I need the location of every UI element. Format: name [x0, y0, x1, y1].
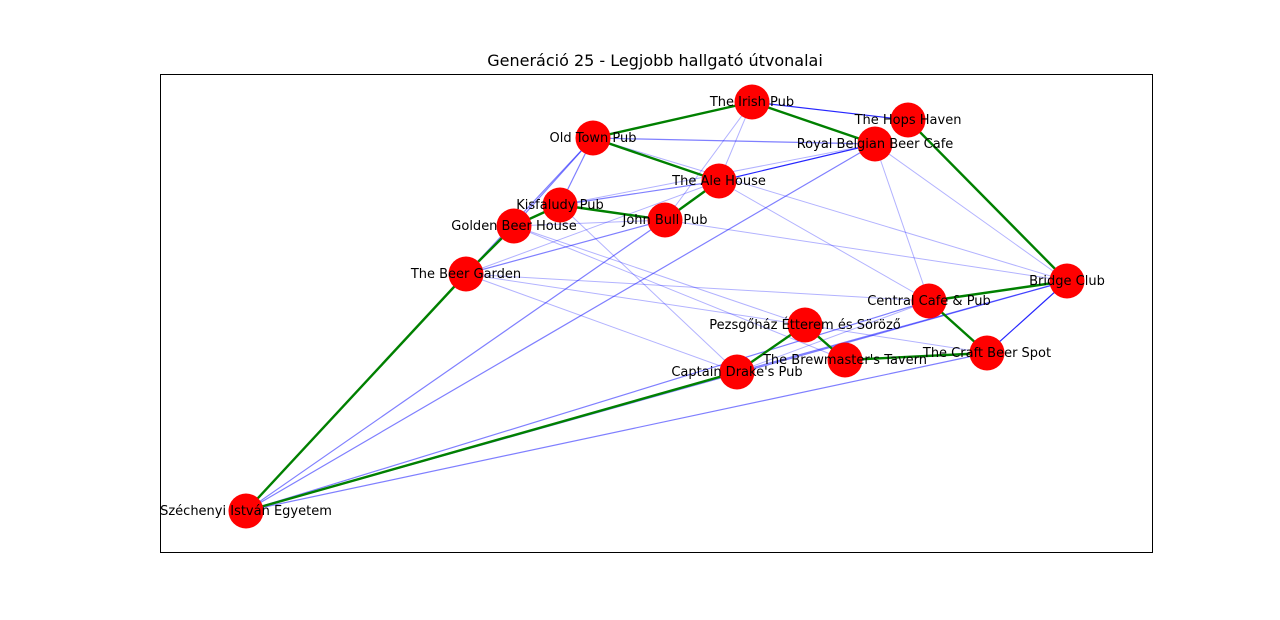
node-label-kisfaludy: Kisfaludy Pub [516, 198, 603, 213]
edge-kisfaludy-drake [559, 204, 738, 373]
edge-oldtown-bridge [592, 137, 1068, 282]
node-label-central: Central Cafe & Pub [867, 294, 991, 309]
best-route-edge-craft-brewmaster [844, 351, 988, 362]
edge-golden-pezsgo [513, 225, 806, 326]
edge-garden-central [465, 273, 930, 302]
edge-ale-garden [465, 180, 720, 275]
node-kisfaludy [542, 187, 578, 223]
node-bridge [1049, 263, 1085, 299]
best-route-edge-drake-szechenyi [245, 370, 738, 513]
node-label-oldtown: Old Town Pub [549, 131, 636, 146]
edge-garden-pezsgo [465, 273, 806, 326]
node-label-szechenyi: Széchenyi István Egyetem [160, 504, 332, 519]
edge-garden-johnbull [465, 219, 666, 275]
edge-golden-brewmaster [513, 225, 846, 361]
node-golden [496, 208, 532, 244]
edge-drake-central [736, 300, 930, 373]
best-route-edge-kisfaludy-johnbull [559, 203, 666, 222]
node-label-johnbull: John Bull Pub [621, 213, 707, 228]
edge-oldtown-belgian [592, 137, 876, 145]
node-belgian [857, 126, 893, 162]
edge-szechenyi-johnbull [245, 219, 666, 512]
node-label-brewmaster: The Brewmaster's Tavern [762, 353, 927, 368]
best-route-edge-oldtown-irish [592, 100, 753, 140]
node-oldtown [575, 120, 611, 156]
edge-ale-central [718, 180, 930, 302]
node-hops [890, 102, 926, 138]
plot-frame [160, 74, 1153, 553]
node-label-drake: Captain Drake's Pub [671, 365, 802, 380]
node-ale [701, 163, 737, 199]
node-label-craft: The Craft Beer Spot [922, 346, 1051, 361]
best-route-edge-ale-oldtown [592, 136, 720, 183]
node-irish [734, 84, 770, 120]
node-craft [969, 335, 1005, 371]
edge-drake-bridge [736, 280, 1068, 373]
best-route-edge-bridge-central [928, 279, 1068, 303]
edge-golden-johnbull [513, 219, 666, 227]
edge-kisfaludy-ale [559, 180, 720, 206]
node-brewmaster [827, 342, 863, 378]
node-szechenyi [228, 493, 264, 529]
edge-szechenyi-craft [245, 352, 988, 512]
edge-ale-belgian [718, 143, 876, 182]
edge-szechenyi-belgian [245, 143, 876, 512]
best-route-edge-hops-bridge [907, 119, 1068, 282]
node-drake [719, 354, 755, 390]
node-label-ale: The Ale House [671, 174, 766, 189]
node-garden [448, 256, 484, 292]
node-pezsgo [787, 307, 823, 343]
edge-craft-bridge [986, 280, 1068, 354]
nodes-layer [228, 84, 1085, 529]
labels-layer: The Irish Pub The Hops Haven Old Town Pub R… [160, 95, 1105, 519]
edge-irish-hops [751, 101, 909, 121]
edge-irish-johnbull [664, 101, 753, 221]
node-label-golden: Golden Beer House [451, 219, 576, 234]
node-label-bridge: Bridge Club [1029, 274, 1105, 289]
edge-belgian-bridge [874, 143, 1068, 282]
edge-johnbull-bridge [664, 219, 1068, 282]
node-johnbull [647, 202, 683, 238]
best-route-edge-irish-belgian [751, 100, 876, 146]
node-label-belgian: Royal Belgian Beer Cafe [797, 137, 954, 152]
edge-garden-drake [465, 273, 738, 373]
node-label-hops: The Hops Haven [854, 113, 962, 128]
node-label-garden: The Beer Garden [410, 267, 521, 282]
node-label-irish: The Irish Pub [709, 95, 794, 110]
best-route-edge-szechenyi-garden [245, 273, 467, 512]
node-label-pezsgo: Pezsgőház Étterem és Söröző [709, 317, 901, 333]
figure-title: Generáció 25 - Legjobb hallgató útvonala… [487, 51, 823, 70]
edge-belgian-central [874, 143, 930, 302]
node-central [911, 283, 947, 319]
